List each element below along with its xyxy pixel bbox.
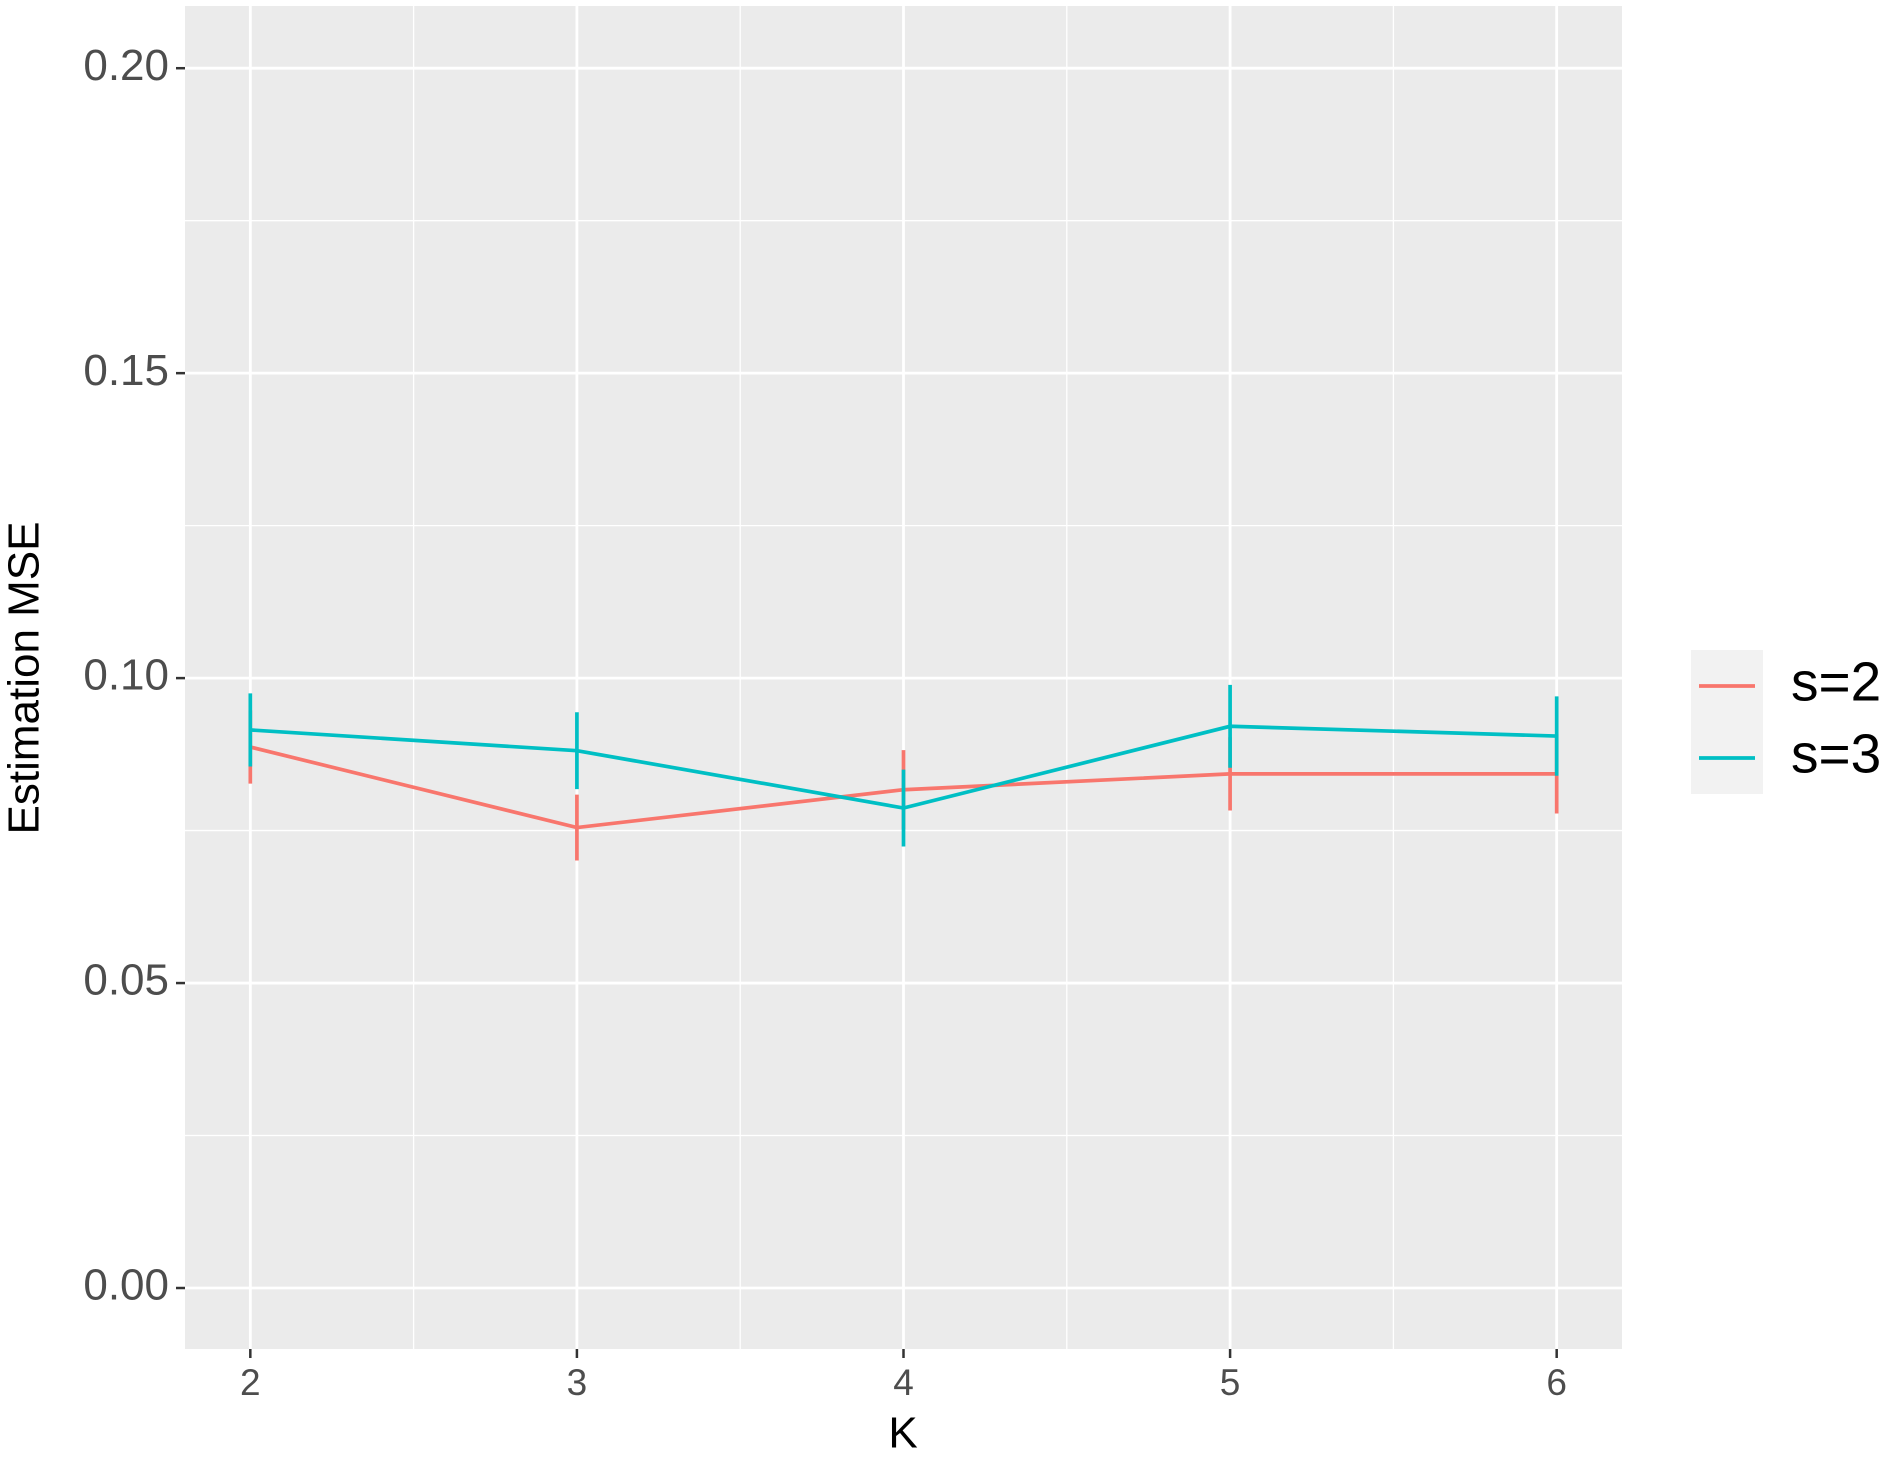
y-axis-title: Estimation MSE — [0, 522, 49, 835]
x-tick-label: 6 — [1546, 1362, 1567, 1403]
legend-label: s=3 — [1791, 723, 1881, 785]
legend-label: s=2 — [1791, 651, 1881, 713]
y-tick-label: 0.05 — [83, 956, 169, 1005]
y-tick-label: 0.20 — [83, 41, 169, 90]
x-tick-label: 3 — [567, 1362, 588, 1403]
legend-background — [1691, 650, 1763, 794]
y-tick-label: 0.10 — [83, 651, 169, 700]
y-tick-label: 0.15 — [83, 346, 169, 395]
y-tick-label: 0.00 — [83, 1261, 169, 1310]
x-tick-label: 5 — [1220, 1362, 1241, 1403]
x-tick-label: 4 — [893, 1362, 914, 1403]
x-axis-title: K — [888, 1409, 917, 1457]
x-tick-label: 2 — [240, 1362, 261, 1403]
